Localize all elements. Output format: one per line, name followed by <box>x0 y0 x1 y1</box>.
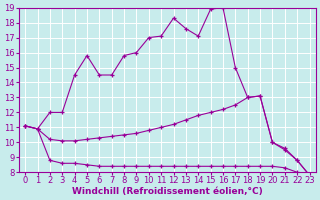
X-axis label: Windchill (Refroidissement éolien,°C): Windchill (Refroidissement éolien,°C) <box>72 187 263 196</box>
